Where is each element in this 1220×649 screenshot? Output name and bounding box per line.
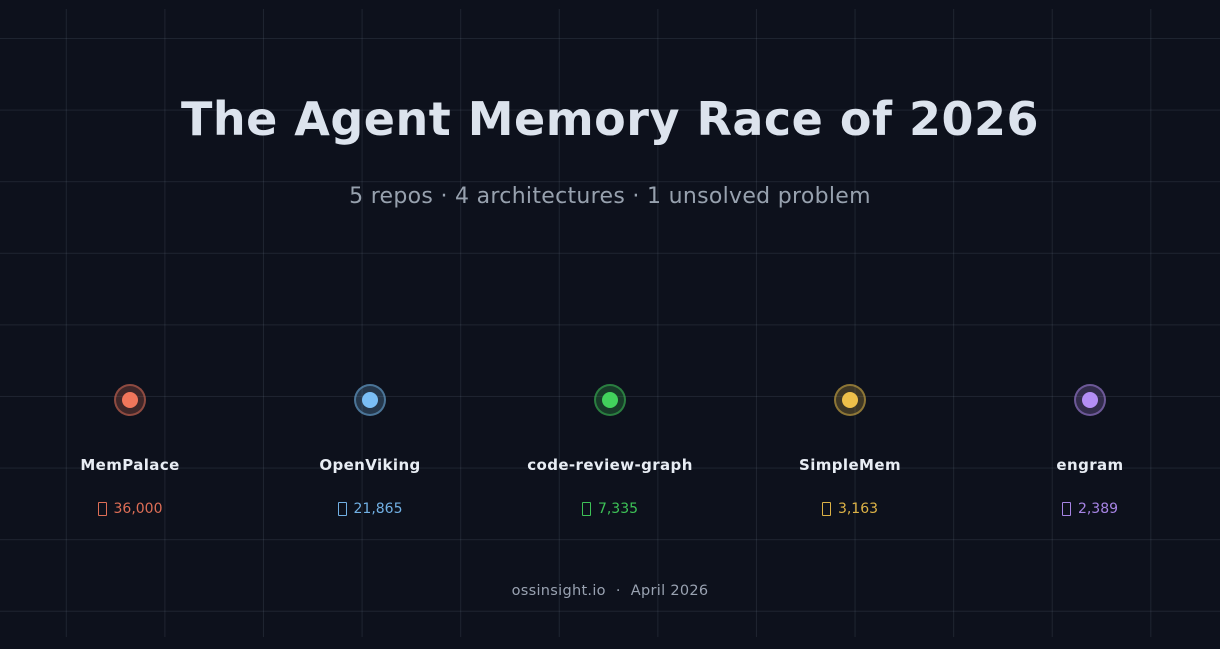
repo-dot-icon	[602, 392, 618, 408]
footer-separator: ·	[615, 583, 621, 599]
page-subtitle: 5 repos · 4 architectures · 1 unsolved p…	[349, 184, 871, 209]
footer: ossinsight.io · April 2026	[0, 582, 1220, 600]
repo-marker-ring	[834, 384, 866, 416]
repo-dot-icon	[842, 392, 858, 408]
footer-source: ossinsight.io	[511, 583, 606, 599]
repo-column-openviking: OpenViking 21,865	[250, 384, 490, 518]
page-title: The Agent Memory Race of 2026	[180, 92, 1040, 146]
repo-race-row: MemPalace 36,000 OpenViking 21,865 code-…	[10, 384, 1210, 518]
star-count-value: 2,389	[1077, 501, 1119, 517]
repo-name: SimpleMem	[799, 456, 901, 474]
star-icon	[337, 502, 347, 516]
star-icon	[581, 502, 591, 516]
repo-star-count: 3,163	[821, 500, 879, 518]
repo-column-simplemem: SimpleMem 3,163	[730, 384, 970, 518]
repo-dot-icon	[362, 392, 378, 408]
star-count-value: 21,865	[353, 501, 403, 517]
repo-name: engram	[1056, 456, 1124, 474]
repo-marker-ring	[354, 384, 386, 416]
star-count-value: 3,163	[837, 501, 879, 517]
repo-star-count: 7,335	[581, 500, 639, 518]
star-icon	[821, 502, 831, 516]
repo-column-engram: engram 2,389	[970, 384, 1210, 518]
repo-dot-icon	[1082, 392, 1098, 408]
repo-column-code-review-graph: code-review-graph 7,335	[490, 384, 730, 518]
star-count-value: 36,000	[113, 501, 163, 517]
repo-marker-ring	[114, 384, 146, 416]
repo-star-count: 36,000	[97, 500, 163, 518]
footer-date: April 2026	[630, 583, 709, 599]
star-icon	[1061, 502, 1071, 516]
repo-name: OpenViking	[319, 456, 421, 474]
repo-name: MemPalace	[80, 456, 180, 474]
star-icon	[97, 502, 107, 516]
repo-column-mempalace: MemPalace 36,000	[10, 384, 250, 518]
repo-marker-ring	[594, 384, 626, 416]
repo-marker-ring	[1074, 384, 1106, 416]
repo-dot-icon	[122, 392, 138, 408]
repo-star-count: 21,865	[337, 500, 403, 518]
star-count-value: 7,335	[597, 501, 639, 517]
repo-name: code-review-graph	[527, 456, 693, 474]
repo-star-count: 2,389	[1061, 500, 1119, 518]
